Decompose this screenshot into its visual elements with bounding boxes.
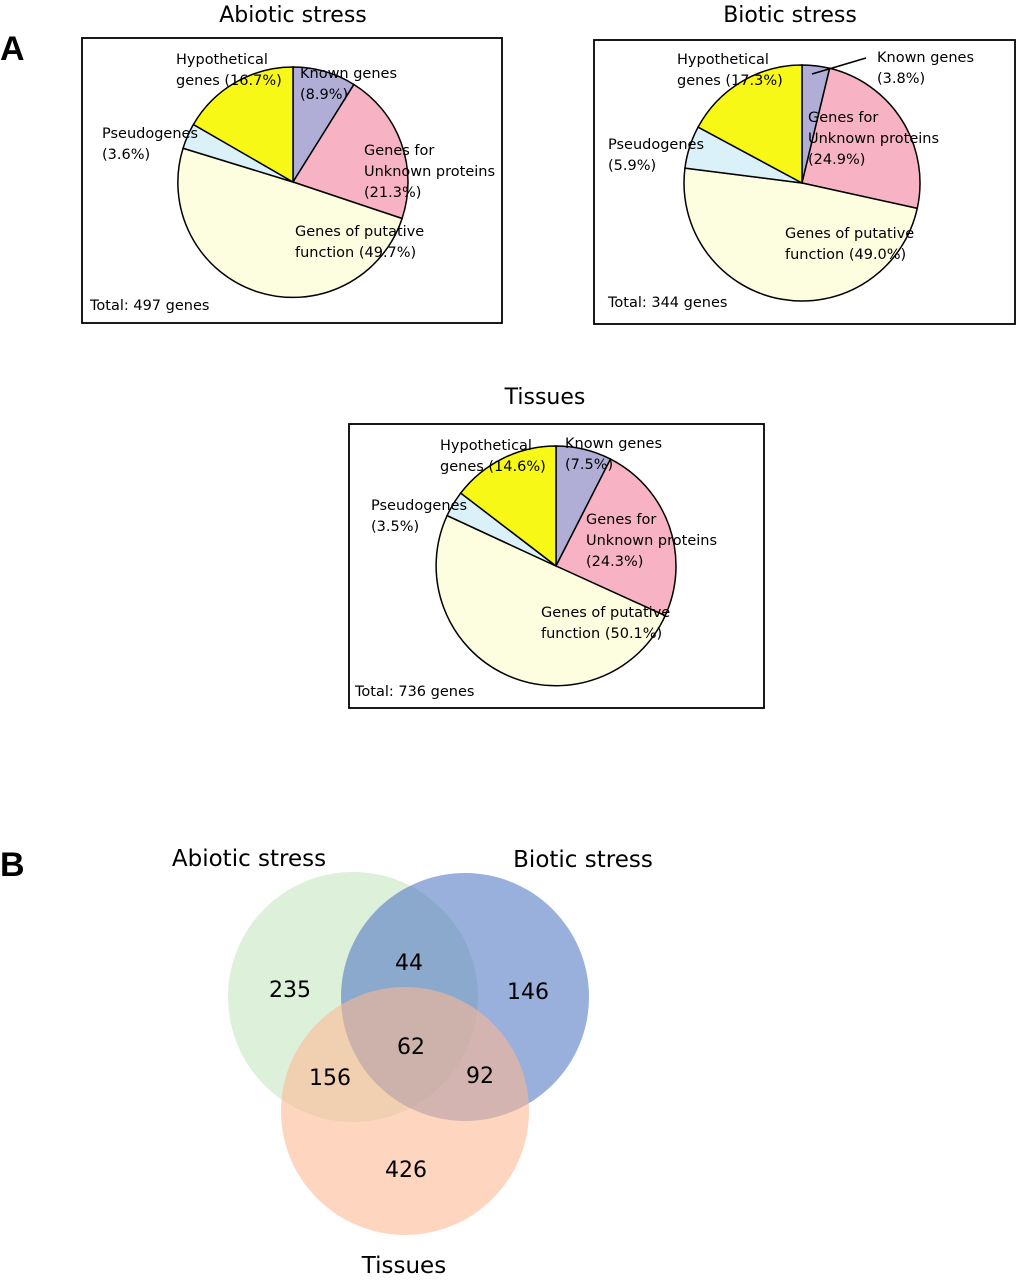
venn-circle-tissues (281, 987, 529, 1235)
biotic-stress-chart-title: Biotic stress (723, 3, 857, 28)
tissues-slice-genes-for-unknown-proteins (554, 458, 677, 617)
tissues-label-genes-for-unknown-proteins-3: (24.3%) (586, 554, 643, 570)
biotic-stress-label-pseudogenes-2: (5.9%) (608, 158, 656, 174)
venn-set-label-biotic-stress: Biotic stress (513, 847, 653, 873)
abiotic-stress-chart-frame (81, 37, 503, 324)
panel-label-a: A (0, 30, 25, 68)
abiotic-stress-label-pseudogenes-1: Pseudogenes (102, 126, 198, 142)
abiotic-stress-label-genes-for-unknown-proteins-3: (21.3%) (364, 185, 421, 201)
biotic-stress-label-known-genes-2: (3.8%) (877, 71, 925, 87)
biotic-stress-label-genes-of-putative-function-2: function (49.0%) (785, 247, 906, 263)
venn-count-abiotic-only: 235 (269, 978, 311, 1003)
tissues-label-pseudogenes-2: (3.5%) (371, 519, 419, 535)
venn-count-tissues-only: 426 (385, 1158, 427, 1183)
abiotic-stress-label-hypothetical-genes-2: genes (16.7%) (176, 73, 282, 89)
venn-count-biotic-tissues: 92 (466, 1064, 494, 1089)
tissues-label-known-genes-1: Known genes (565, 436, 662, 452)
panel-label-b: B (0, 846, 25, 884)
tissues-slice-genes-of-putative-function (435, 514, 667, 687)
biotic-stress-label-hypothetical-genes-2: genes (17.3%) (677, 73, 783, 89)
abiotic-stress-label-known-genes-1: Known genes (300, 66, 397, 82)
tissues-label-genes-for-unknown-proteins-1: Genes for (586, 512, 656, 528)
biotic-stress-label-genes-for-unknown-proteins-3: (24.9%) (808, 152, 865, 168)
tissues-total-label: Total: 736 genes (354, 684, 474, 700)
biotic-stress-label-known-genes-1: Known genes (877, 50, 974, 66)
tissues-slice-hypothetical-genes (459, 445, 557, 568)
biotic-stress-label-genes-for-unknown-proteins-2: Unknown proteins (808, 131, 939, 147)
biotic-stress-label-hypothetical-genes-1: Hypothetical (677, 52, 769, 68)
venn-count-all-three: 62 (397, 1035, 425, 1060)
venn-set-label-abiotic-stress: Abiotic stress (172, 846, 326, 872)
biotic-stress-label-pseudogenes-1: Pseudogenes (608, 137, 704, 153)
tissues-label-known-genes-2: (7.5%) (565, 457, 613, 473)
abiotic-stress-label-genes-for-unknown-proteins-1: Genes for (364, 143, 434, 159)
venn-count-abiotic-tissues: 156 (309, 1066, 351, 1091)
abiotic-stress-slice-hypothetical-genes (192, 66, 294, 184)
abiotic-stress-label-genes-of-putative-function-1: Genes of putative (295, 224, 424, 240)
tissues-chart-title: Tissues (504, 385, 586, 410)
biotic-stress-chart-frame (593, 39, 1016, 325)
biotic-stress-known-genes-leader-line (811, 57, 867, 75)
biotic-stress-label-genes-of-putative-function-1: Genes of putative (785, 226, 914, 242)
biotic-stress-slice-genes-of-putative-function (683, 167, 919, 302)
venn-count-biotic-only: 146 (507, 980, 549, 1005)
abiotic-stress-label-genes-for-unknown-proteins-2: Unknown proteins (364, 164, 495, 180)
tissues-label-genes-of-putative-function-1: Genes of putative (541, 605, 670, 621)
abiotic-stress-label-genes-of-putative-function-2: function (49.7%) (295, 245, 416, 261)
abiotic-stress-total-label: Total: 497 genes (89, 298, 209, 314)
abiotic-stress-chart-title: Abiotic stress (219, 3, 367, 28)
abiotic-stress-label-hypothetical-genes-1: Hypothetical (176, 52, 268, 68)
abiotic-stress-label-known-genes-2: (8.9%) (300, 87, 348, 103)
abiotic-stress-slice-genes-of-putative-function (177, 147, 404, 299)
tissues-label-genes-for-unknown-proteins-2: Unknown proteins (586, 533, 717, 549)
biotic-stress-slice-genes-for-unknown-proteins (801, 67, 921, 210)
tissues-chart-frame (348, 423, 765, 709)
tissues-label-hypothetical-genes-1: Hypothetical (440, 438, 532, 454)
abiotic-stress-label-pseudogenes-2: (3.6%) (102, 147, 150, 163)
venn-count-abiotic-biotic: 44 (395, 951, 423, 976)
tissues-label-hypothetical-genes-2: genes (14.6%) (440, 459, 546, 475)
abiotic-stress-slice-genes-for-unknown-proteins (291, 83, 409, 220)
venn-set-label-tissues: Tissues (361, 1253, 446, 1279)
biotic-stress-total-label: Total: 344 genes (607, 295, 727, 311)
tissues-label-genes-of-putative-function-2: function (50.1%) (541, 626, 662, 642)
biotic-stress-slice-hypothetical-genes (697, 64, 803, 185)
tissues-label-pseudogenes-1: Pseudogenes (371, 498, 467, 514)
biotic-stress-label-genes-for-unknown-proteins-1: Genes for (808, 110, 878, 126)
